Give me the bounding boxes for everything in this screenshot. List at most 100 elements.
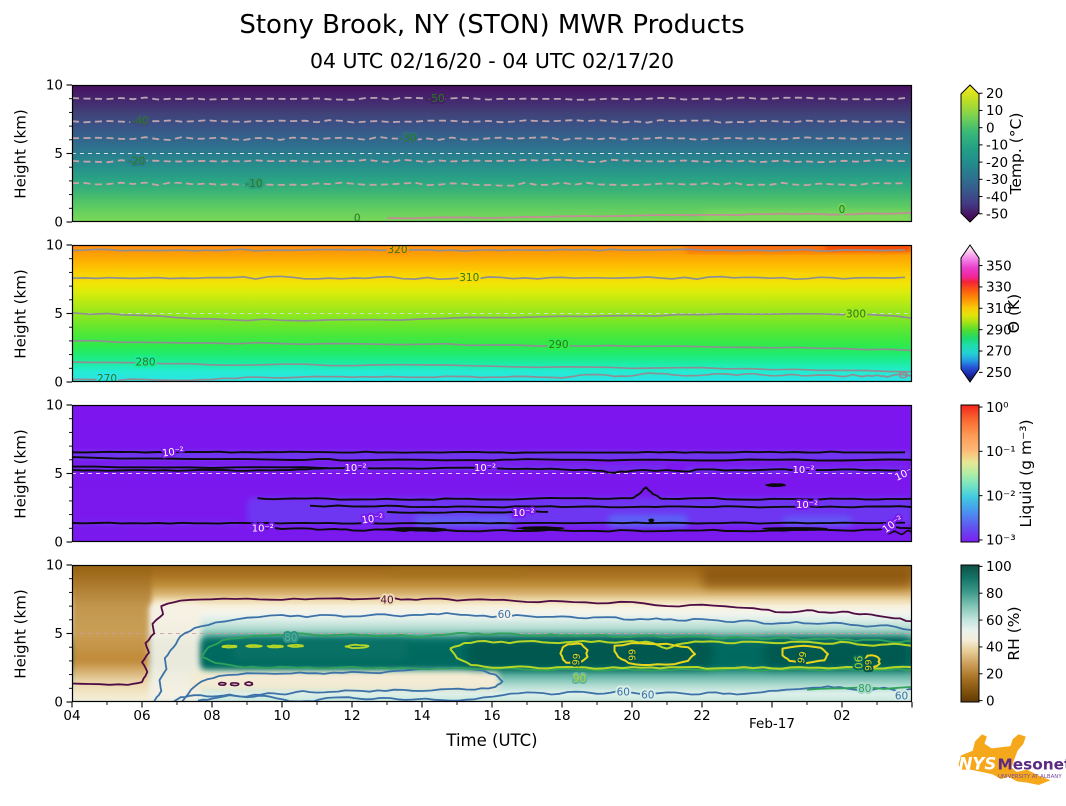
logo-mesonet-text: Mesonet [997, 756, 1066, 774]
colorbar-tick-label: 20 [986, 666, 1003, 682]
colorbar-tick-label: -50 [986, 206, 1008, 222]
x-tick-label: 08 [203, 708, 220, 724]
contour-line [153, 612, 912, 702]
contour-line [648, 518, 655, 522]
contour-line [898, 371, 909, 379]
rh-colorbar: 100 80 60 40 20 0 RH (%) [960, 559, 1023, 709]
colorbar-tick-label: -30 [986, 172, 1008, 188]
colorbar-tick-label: 0 [986, 120, 995, 136]
contour-label: -20 [128, 155, 145, 167]
contour-label: 0 [354, 212, 361, 224]
colorbar-tick-label: 0 [986, 693, 995, 709]
x-axis-label: Time (UTC) [446, 731, 538, 750]
contour-line [344, 643, 370, 649]
field-overlay [467, 638, 713, 668]
contour-line [449, 647, 912, 670]
colorbar-tick-label: 100 [986, 559, 1012, 575]
colorbar-tick-label: 60 [986, 613, 1003, 629]
contour-line [862, 654, 881, 670]
contour-line [72, 456, 912, 462]
contour-line [383, 527, 447, 531]
contour-label: 300 [846, 308, 866, 320]
contour-label: -40 [132, 116, 149, 128]
colorbar-tick-label: -20 [986, 155, 1008, 171]
contour-label: 10⁻² [344, 463, 366, 474]
figure-subtitle: 04 UTC 02/16/20 - 04 UTC 02/17/20 [309, 49, 675, 73]
contour-line [72, 372, 912, 382]
y-tick-label: 10 [46, 558, 63, 574]
colorbar-tick-label: -40 [986, 189, 1008, 205]
contour-line [762, 527, 828, 531]
contour-line [765, 483, 786, 488]
contour-line [72, 158, 906, 164]
y-tick-label: 5 [54, 146, 63, 162]
x-tick-label: 14 [413, 708, 430, 724]
contour-line [201, 655, 912, 672]
y-tick-label: 0 [54, 375, 63, 391]
y-tick-label: 0 [54, 695, 63, 711]
contour-label: 99 [571, 653, 583, 666]
colorbar-tick-label: 20 [986, 86, 1003, 102]
panel-spine [71, 404, 913, 543]
contour-label: 10⁻² [512, 508, 534, 519]
contour-line [218, 681, 227, 686]
contour-line [648, 521, 655, 525]
contour-line [245, 644, 263, 648]
field-overlay [782, 515, 853, 527]
contour-label: 280 [135, 357, 155, 369]
x-tick-label: 06 [133, 708, 150, 724]
contour-line [72, 311, 912, 322]
x-tick-label: 22 [693, 708, 710, 724]
contour-label: 99 [628, 649, 639, 661]
x-tick-label: 20 [623, 708, 640, 724]
y-axis-label: Height (km) [11, 589, 30, 679]
field-overlay [765, 640, 909, 668]
colorbar-tick-label: 80 [986, 586, 1003, 602]
contour-label: 90 [573, 673, 586, 685]
potential-temperature-colorbar: 350 330 310 290 270 250 Θ (K) [960, 244, 1023, 383]
contour-line [806, 686, 912, 691]
panel-spine [71, 244, 913, 383]
field-overlay [72, 450, 912, 461]
contour-label: -10 [245, 178, 262, 190]
contour-label: 80 [858, 683, 871, 695]
contour-label: 270 [97, 373, 117, 385]
potential-temperature-panel: 320 310 300 290 280 270 0 5 10 [46, 238, 913, 391]
contour-line [72, 467, 328, 472]
contour-line [502, 685, 912, 697]
contour-line [72, 361, 912, 373]
contour-label: 320 [387, 244, 407, 256]
contour-line [72, 275, 906, 281]
x-tick-label: Feb-17 [749, 716, 795, 732]
colorbar-gradient [960, 404, 980, 543]
contour-line [72, 248, 906, 252]
field-overlay [233, 640, 408, 660]
colorbar-tick-label: 40 [986, 640, 1003, 656]
y-tick-label: 5 [54, 466, 63, 482]
y-axis-label: Height (km) [11, 109, 30, 199]
contour-line [386, 510, 549, 514]
contour-label: 99 [796, 650, 810, 665]
field-overlay [387, 565, 527, 576]
contour-line [229, 682, 240, 687]
contour-line [181, 666, 504, 702]
contour-label: 310 [459, 272, 479, 284]
contour-line [287, 643, 304, 648]
colorbar-label: Temp. (°C) [1007, 113, 1025, 196]
y-axis-label: Height (km) [11, 269, 30, 359]
contour-label: -30 [399, 133, 416, 145]
contour-label: 60 [617, 687, 630, 699]
contour-label: -50 [427, 93, 444, 105]
contour-label: 60 [498, 609, 511, 621]
colorbar-tick-label: 350 [986, 258, 1012, 274]
x-tick-label: 02 [833, 708, 850, 724]
y-tick-label: 10 [46, 238, 63, 254]
contour-line [516, 526, 565, 531]
panel-spine [71, 564, 913, 703]
y-tick-label: 5 [54, 306, 63, 322]
ny-state-shape [958, 734, 1051, 786]
colorbar-gradient [960, 564, 980, 703]
y-axis-label: Height (km) [11, 429, 30, 519]
